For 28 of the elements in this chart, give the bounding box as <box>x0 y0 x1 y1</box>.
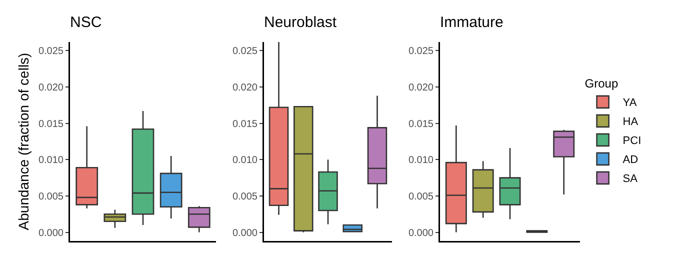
legend-title: Group <box>584 76 618 90</box>
y-tick-label: 0.000 <box>232 228 258 239</box>
y-tick-label: 0.025 <box>408 46 434 58</box>
legend-label: PCI <box>622 135 642 148</box>
legend-label: SA <box>622 173 638 186</box>
y-tick-label: 0.025 <box>38 46 64 58</box>
y-tick-label: 0.010 <box>232 155 258 166</box>
y-tick-label: 0.020 <box>38 82 64 94</box>
y-tick-label: 0.010 <box>38 155 64 166</box>
legend-label: AD <box>622 154 638 166</box>
chart-title: Immature <box>440 14 504 31</box>
y-tick-label: 0.010 <box>408 155 434 166</box>
y-tick-label: 0.005 <box>38 191 64 202</box>
y-tick-label: 0.020 <box>408 82 434 94</box>
y-tick-label: 0.015 <box>38 118 64 130</box>
y-axis-title: Abundance (fraction of cells) <box>15 52 32 230</box>
y-tick-label: 0.005 <box>232 191 258 202</box>
legend-label: HA <box>622 116 639 128</box>
y-tick-label: 0.015 <box>408 118 434 130</box>
y-tick-label: 0.000 <box>408 228 434 239</box>
chart-title: Neuroblast <box>264 14 338 31</box>
chart-title: NSC <box>70 14 102 31</box>
y-tick-label: 0.015 <box>232 118 258 130</box>
y-tick-label: 0.000 <box>38 228 64 239</box>
legend-label: YA <box>622 97 638 110</box>
y-tick-label: 0.020 <box>232 82 258 94</box>
y-tick-label: 0.005 <box>408 191 434 202</box>
y-tick-label: 0.025 <box>232 46 258 58</box>
